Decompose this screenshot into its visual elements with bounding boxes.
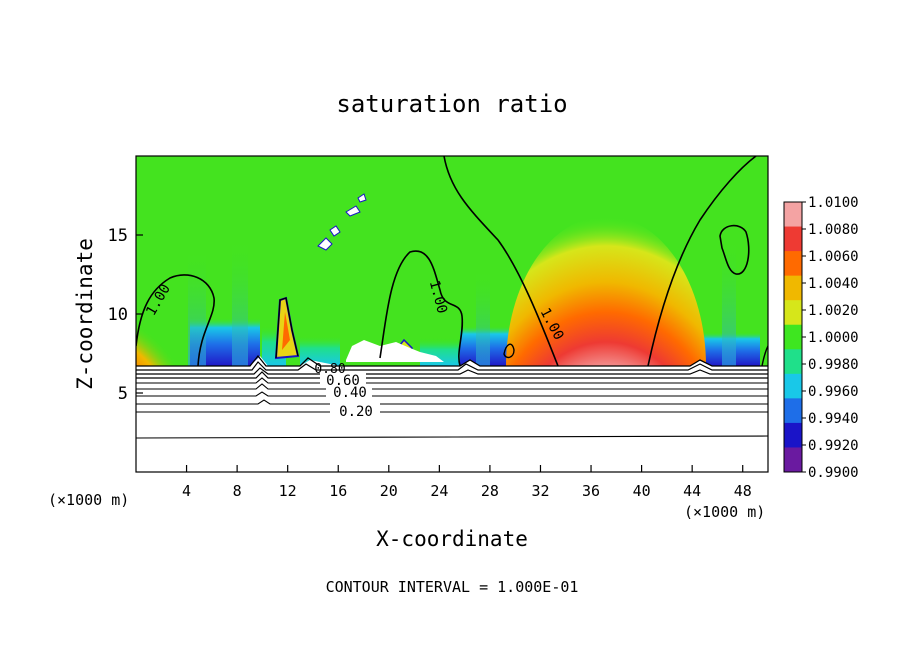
- contour-lower-3: [136, 367, 768, 375]
- contour-lower-1: [136, 354, 768, 367]
- field-white-patch-3: [329, 225, 341, 237]
- colorbar-label: 1.0040: [808, 276, 859, 292]
- contour-1-00-mid: [379, 250, 464, 367]
- contour-1-00-right: [647, 156, 757, 367]
- colorbar-band: [784, 300, 802, 326]
- y-tick-label: 15: [108, 226, 128, 246]
- colorbar-band: [784, 202, 802, 228]
- y-unit-label: (×1000 m): [48, 491, 129, 509]
- x-axis-label: X-coordinate: [376, 527, 528, 551]
- contour-label-bg-1: [330, 402, 380, 418]
- contour-1-00-dome: [443, 156, 559, 367]
- contour-lower-7: [136, 391, 768, 397]
- field-lower-layer: [136, 356, 768, 472]
- contour-interval-note: CONTOUR INTERVAL = 1.000E-01: [326, 578, 579, 596]
- x-tick-label: 20: [380, 482, 398, 500]
- x-tick-label: 12: [279, 482, 297, 500]
- x-tick-label: 24: [430, 482, 448, 500]
- field-cloud-core: [282, 312, 290, 350]
- field-white-patch-5: [357, 193, 367, 203]
- colorbar-label: 1.0100: [808, 195, 859, 211]
- colorbar-label: 1.0020: [808, 303, 859, 319]
- colorbar: 1.0100 1.0080 1.0060 1.0040 1.0020 1.0000 0.99…: [783, 195, 859, 481]
- colorbar-band: [784, 275, 802, 301]
- contour-label-bg-2: [326, 384, 372, 399]
- field-white-patch-2: [317, 237, 333, 251]
- field-white-patch-1: [346, 340, 444, 362]
- x-unit-label: (×1000 m): [684, 503, 765, 521]
- colorbar-band: [784, 447, 802, 473]
- field-streak-3: [476, 270, 490, 366]
- contour-1-00-left: [136, 274, 215, 367]
- x-axis: 4 8 12 16 20 24 28 32 36 40 44 48: [182, 465, 752, 500]
- contour-lower-2: [136, 361, 768, 371]
- contour-label-0-60: 0.60: [326, 373, 360, 389]
- contour-label-bg-3: [320, 372, 366, 386]
- field-white-patch-4: [345, 205, 361, 217]
- colorbar-label: 0.9920: [808, 438, 859, 454]
- colorbar-label: 0.9980: [808, 357, 859, 373]
- field-streak-2: [232, 240, 248, 366]
- x-tick-label: 44: [683, 482, 701, 500]
- x-tick-label: 8: [233, 482, 242, 500]
- contour-lower-8: [136, 399, 768, 405]
- colorbar-band: [784, 251, 802, 277]
- colorbar-label: 1.0060: [808, 249, 859, 265]
- x-tick-label: 36: [582, 482, 600, 500]
- colorbar-band: [784, 422, 802, 448]
- contour-lower-10: [136, 435, 768, 439]
- x-tick-label: 40: [633, 482, 651, 500]
- colorbar-label: 0.9900: [808, 465, 859, 481]
- colorbar-band: [784, 349, 802, 375]
- plot-area: 0.20 0.40 0.60 0.80 1.00 1.00 1.00: [136, 156, 768, 472]
- field-streak-6: [722, 240, 736, 366]
- contour-lower-6: [136, 383, 768, 390]
- x-tick-label: 28: [481, 482, 499, 500]
- y-tick-label: 10: [108, 305, 128, 325]
- colorbar-label: 1.0000: [808, 330, 859, 346]
- y-axis: 5 10 15: [108, 226, 143, 404]
- contour-label-0-80: 0.80: [314, 362, 345, 377]
- y-tick-label: 5: [118, 384, 128, 404]
- colorbar-band: [784, 324, 802, 350]
- contour-lower-4: [136, 371, 768, 379]
- y-axis-label: Z-coordinate: [73, 238, 97, 390]
- chart-title: saturation ratio: [336, 90, 567, 118]
- colorbar-band: [784, 398, 802, 424]
- colorbar-band: [784, 226, 802, 252]
- field-cyan-band-1: [300, 336, 340, 366]
- contour-lower-5: [136, 377, 768, 384]
- contour-label-0-20: 0.20: [339, 404, 373, 420]
- contour-label-0-40: 0.40: [333, 385, 367, 401]
- contour-1-00-loop: [719, 224, 750, 275]
- contour-1-00-small: [503, 343, 515, 359]
- x-tick-label: 32: [531, 482, 549, 500]
- x-tick-label: 48: [734, 482, 752, 500]
- contour-1-00-column: [275, 297, 299, 359]
- colorbar-label: 1.0080: [808, 222, 859, 238]
- colorbar-label: 0.9940: [808, 411, 859, 427]
- x-tick-label: 16: [329, 482, 347, 500]
- x-tick-label: 4: [182, 482, 191, 500]
- colorbar-band: [784, 373, 802, 399]
- colorbar-label: 0.9960: [808, 384, 859, 400]
